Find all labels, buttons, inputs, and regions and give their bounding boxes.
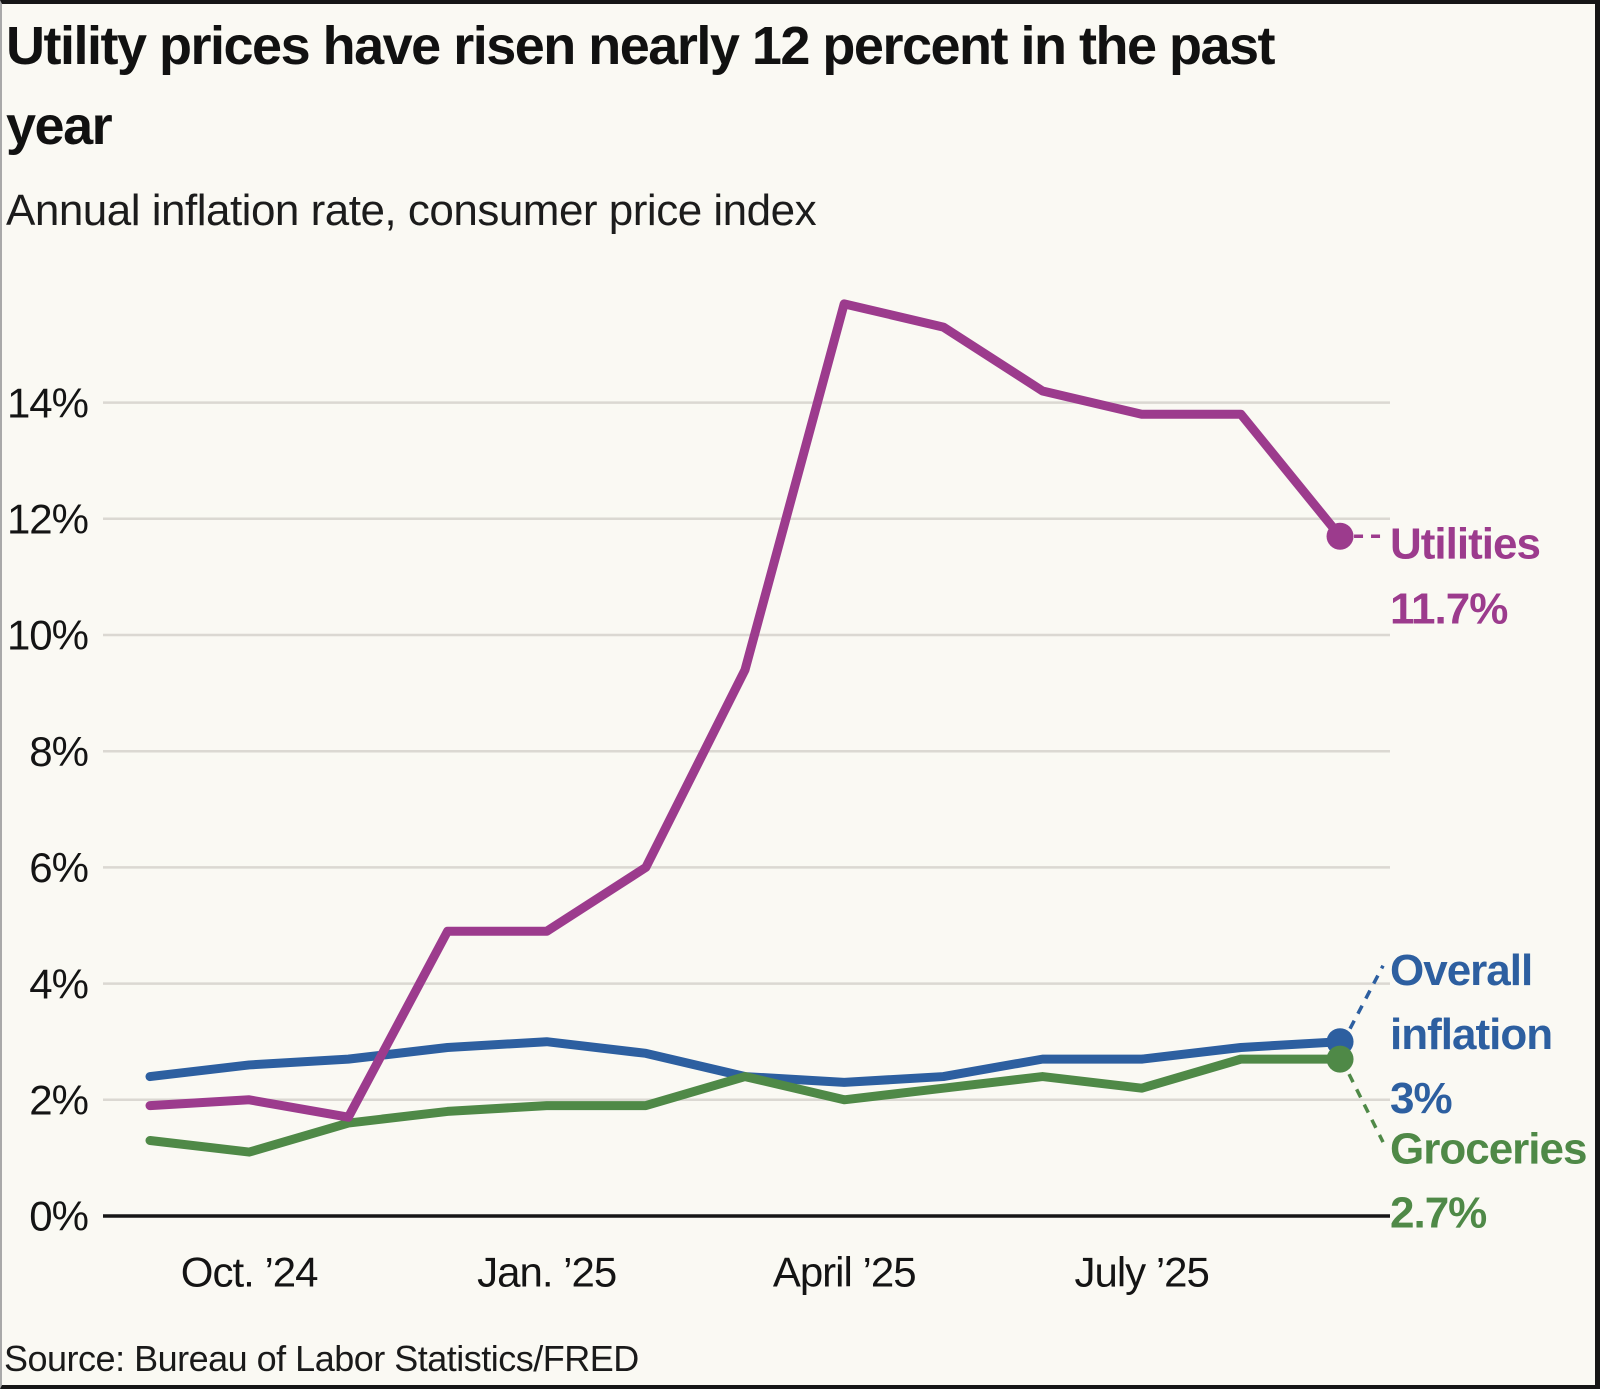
utilities-label-line-1: 11.7% (1390, 585, 1507, 634)
y-tick-label-6pct: 6% (29, 844, 88, 891)
groceries-label-line-0: Groceries (1390, 1125, 1586, 1174)
x-tick-label-july-25: July ’25 (1074, 1249, 1208, 1296)
utilities-label-line-0: Utilities (1390, 520, 1540, 569)
overall-inflation-label-line-1: inflation (1390, 1010, 1552, 1059)
x-tick-label-jan-25: Jan. ’25 (477, 1249, 616, 1296)
groceries-leader-line (1347, 1073, 1385, 1143)
y-tick-label-12pct: 12% (7, 496, 88, 543)
overall-inflation-label-line-0: Overall (1390, 946, 1532, 995)
grid-layer: 0% 2% 4% 6% 8% 10% 12% 14% Oct. ’24 Jan. ’25 April… (7, 379, 1390, 1296)
x-tick-label-oct-24: Oct. ’24 (181, 1249, 318, 1296)
chart-title: Utility prices have risen nearly 12 perc… (6, 6, 1276, 166)
groceries-label-line-1: 2.7% (1390, 1189, 1486, 1238)
chart-title-line-1: Utility prices have risen nearly 12 perc… (6, 16, 1276, 76)
annotation-layer: Overall inflation 3%Groceries 2.7% Utilities… (1326, 520, 1587, 1238)
y-tick-label-14pct: 14% (7, 379, 88, 426)
utilities-line (145, 299, 1345, 1122)
x-tick-label-april-25: April ’25 (773, 1249, 916, 1296)
utilities-end-dot (1326, 522, 1354, 550)
chart-title-line-2: year (6, 96, 113, 156)
y-tick-label-8pct: 8% (29, 728, 88, 775)
source-note: Source: Bureau of Labor Statistics/FRED (4, 1338, 639, 1379)
series-layer (145, 299, 1345, 1157)
chart-subtitle: Annual inflation rate, consumer price in… (6, 186, 817, 235)
overall-inflation-label-line-2: 3% (1390, 1074, 1452, 1123)
y-tick-label-4pct: 4% (29, 960, 88, 1007)
overall-inflation-leader-line (1348, 964, 1385, 1030)
y-tick-label-10pct: 10% (7, 612, 88, 659)
y-tick-label-2pct: 2% (29, 1077, 88, 1124)
groceries-line (145, 1054, 1345, 1157)
groceries-end-dot (1326, 1045, 1354, 1073)
y-tick-label-0pct: 0% (29, 1193, 88, 1240)
